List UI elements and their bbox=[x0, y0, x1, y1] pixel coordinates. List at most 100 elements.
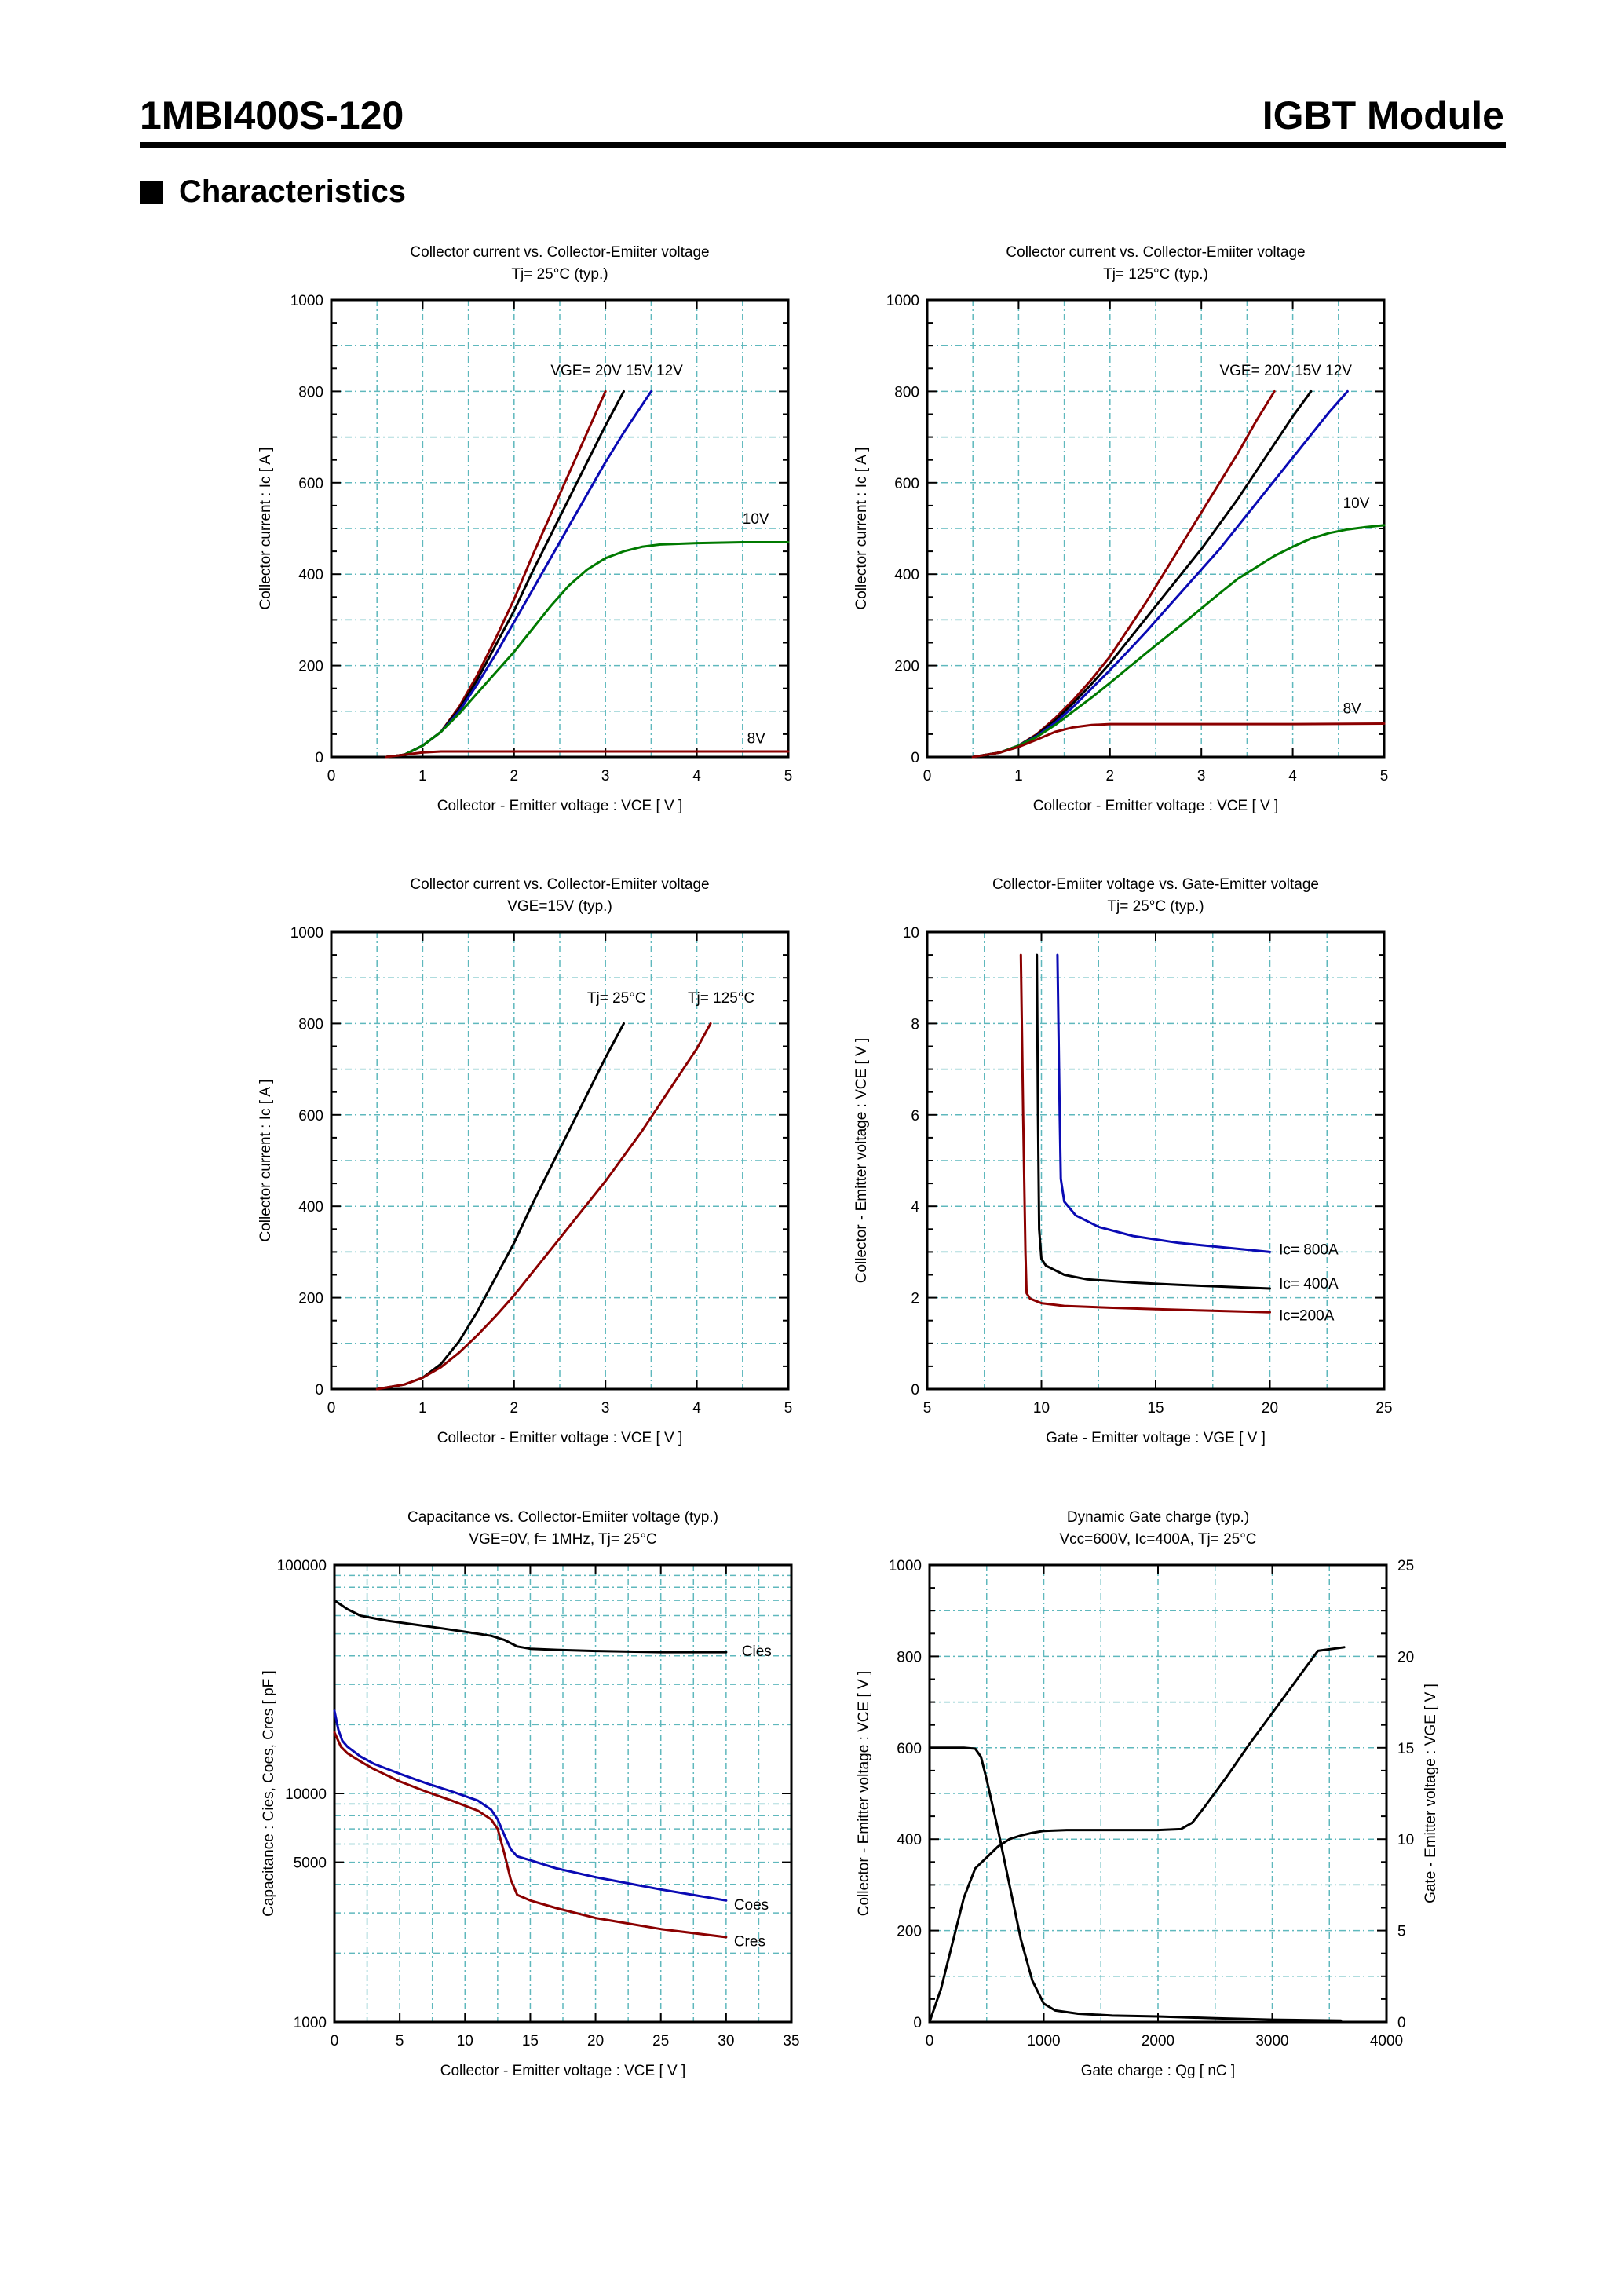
y-tick-label: 600 bbox=[298, 476, 323, 492]
y2-tick-label: 5 bbox=[1397, 1924, 1406, 1940]
y-tick-label: 0 bbox=[911, 1382, 919, 1398]
x-tick-label: 0 bbox=[331, 2033, 339, 2049]
ticks bbox=[331, 931, 789, 1390]
section-title: Characteristics bbox=[179, 174, 407, 209]
series-line-2 bbox=[928, 1646, 1346, 2024]
y-tick-label: 100000 bbox=[277, 1558, 327, 1574]
x-tick-label: 3 bbox=[601, 1400, 610, 1417]
curve-label: Coes bbox=[734, 1897, 769, 1914]
y-tick-label: 800 bbox=[298, 1016, 323, 1033]
x-tick-label: 5 bbox=[396, 2033, 404, 2049]
chart-title: Dynamic Gate charge (typ.) bbox=[1067, 1509, 1249, 1526]
y-tick-label: 1000 bbox=[294, 2015, 327, 2031]
series-line-4 bbox=[971, 524, 1386, 759]
chart-c2: 0 1 2 3 4 5 0 200 400 600 800 1000 Collector current… bbox=[853, 244, 1388, 814]
series-line-3 bbox=[333, 1731, 728, 1939]
y-tick-label: 600 bbox=[897, 1741, 922, 1757]
x-tick-label: 4 bbox=[1288, 768, 1297, 784]
chart-title: Collector current vs. Collector-Emiiter … bbox=[410, 876, 709, 893]
ticks bbox=[929, 1564, 1387, 2023]
grid bbox=[334, 1565, 791, 2022]
x-tick-label: 1 bbox=[418, 768, 427, 784]
curve-label: Cres bbox=[734, 1933, 765, 1950]
chart-c6: 0 1000 2000 3000 4000 0 200 400 600 800 1000 0 5 10 15… bbox=[856, 1509, 1439, 2079]
y-tick-label: 1000 bbox=[290, 925, 323, 941]
grid bbox=[927, 300, 1384, 757]
y-tick-label: 800 bbox=[894, 384, 919, 400]
curve-label: VGE= 20V 15V 12V bbox=[1219, 363, 1352, 379]
y-tick-label: 400 bbox=[298, 567, 323, 583]
y-tick-label: 800 bbox=[298, 384, 323, 400]
y-axis-label: Collector - Emitter voltage : VCE [ V ] bbox=[856, 1671, 872, 1917]
y-tick-label: 1000 bbox=[889, 1558, 922, 1574]
y-tick-label: 0 bbox=[913, 2015, 922, 2031]
x-tick-label: 15 bbox=[522, 2033, 539, 2049]
curve-label: 8V bbox=[1343, 701, 1362, 718]
y-tick-label: 200 bbox=[298, 1291, 323, 1307]
x-tick-label: 4000 bbox=[1370, 2033, 1403, 2049]
y-tick-label: 200 bbox=[894, 659, 919, 675]
series-line-5 bbox=[385, 750, 790, 759]
y-tick-label: 200 bbox=[897, 1924, 922, 1940]
y-axis-label: Collector - Emitter voltage : VCE [ V ] bbox=[853, 1038, 870, 1284]
y-tick-label: 0 bbox=[911, 750, 919, 766]
ticks bbox=[926, 931, 1385, 1390]
y-tick-label: 600 bbox=[894, 476, 919, 492]
x-tick-label: 3 bbox=[1197, 768, 1206, 784]
series-line-1 bbox=[333, 1599, 728, 1654]
y-tick-label: 400 bbox=[897, 1832, 922, 1848]
curve-label: Ic= 800A bbox=[1279, 1241, 1339, 1258]
series-line-1 bbox=[928, 1746, 1343, 2022]
x-tick-label: 0 bbox=[926, 2033, 934, 2049]
y-tick-label: 200 bbox=[298, 659, 323, 675]
y-tick-label: 400 bbox=[298, 1199, 323, 1216]
x-tick-label: 20 bbox=[1262, 1400, 1278, 1417]
series-line-2 bbox=[375, 1022, 712, 1391]
y-tick-label: 2 bbox=[911, 1291, 919, 1307]
y-tick-label: 4 bbox=[911, 1199, 919, 1216]
x-tick-label: 4 bbox=[692, 1400, 701, 1417]
y-axis-label: Collector current : Ic [ A ] bbox=[258, 1080, 274, 1242]
x-tick-label: 2 bbox=[510, 768, 519, 784]
x-tick-label: 5 bbox=[784, 768, 793, 784]
grid bbox=[930, 1565, 1386, 2022]
y2-tick-label: 20 bbox=[1397, 1649, 1414, 1665]
x-tick-label: 1 bbox=[1014, 768, 1023, 784]
x-tick-label: 30 bbox=[718, 2033, 734, 2049]
series-line-1 bbox=[1019, 953, 1271, 1314]
chart-title: Collector-Emiiter voltage vs. Gate-Emitt… bbox=[992, 876, 1319, 893]
y-tick-label: 800 bbox=[897, 1649, 922, 1665]
chart-c3: 0 1 2 3 4 5 0 200 400 600 800 1000 Collector current… bbox=[258, 876, 792, 1446]
series-line-4 bbox=[385, 541, 790, 759]
ticks bbox=[334, 1564, 792, 2023]
chart-subtitle: VGE=15V (typ.) bbox=[507, 898, 612, 915]
y2-axis-label: Gate - Emitter voltage : VGE [ V ] bbox=[1423, 1684, 1439, 1903]
chart-c1: 0 1 2 3 4 5 0 200 400 600 800 1000 Collector current… bbox=[258, 244, 792, 814]
series-line-5 bbox=[971, 722, 1386, 759]
ticks bbox=[926, 299, 1385, 758]
x-tick-label: 0 bbox=[923, 768, 932, 784]
y-axis-label: Collector current : Ic [ A ] bbox=[258, 448, 274, 610]
x-tick-label: 5 bbox=[923, 1400, 932, 1417]
part-number: 1MBI400S-120 bbox=[140, 93, 404, 137]
chart-subtitle: Tj= 25°C (typ.) bbox=[1107, 898, 1204, 915]
product-type: IGBT Module bbox=[1262, 93, 1504, 137]
series-line-3 bbox=[1056, 953, 1271, 1253]
y-tick-label: 400 bbox=[894, 567, 919, 583]
x-axis-label: Collector - Emitter voltage : VCE [ V ] bbox=[437, 1430, 683, 1446]
y2-tick-label: 15 bbox=[1397, 1741, 1414, 1757]
x-tick-label: 0 bbox=[327, 768, 336, 784]
chart-c5: 0 5 10 15 20 25 30 35 1000 5000 10000 100000 Capacit… bbox=[261, 1509, 800, 2079]
x-tick-label: 2 bbox=[510, 1400, 519, 1417]
x-tick-label: 2 bbox=[1106, 768, 1115, 784]
x-tick-label: 5 bbox=[784, 1400, 793, 1417]
series-line-2 bbox=[1036, 953, 1271, 1290]
curve-label: VGE= 20V 15V 12V bbox=[550, 363, 683, 379]
chart-c4: 5 10 15 20 25 0 2 4 6 8 10 Collector-Emiiter voltag… bbox=[853, 876, 1393, 1446]
x-tick-label: 15 bbox=[1147, 1400, 1164, 1417]
curve-label: Ic=200A bbox=[1279, 1308, 1335, 1325]
chart-subtitle: Tj= 125°C (typ.) bbox=[1103, 266, 1208, 283]
x-tick-label: 25 bbox=[652, 2033, 669, 2049]
curve-label: Cies bbox=[742, 1643, 772, 1660]
